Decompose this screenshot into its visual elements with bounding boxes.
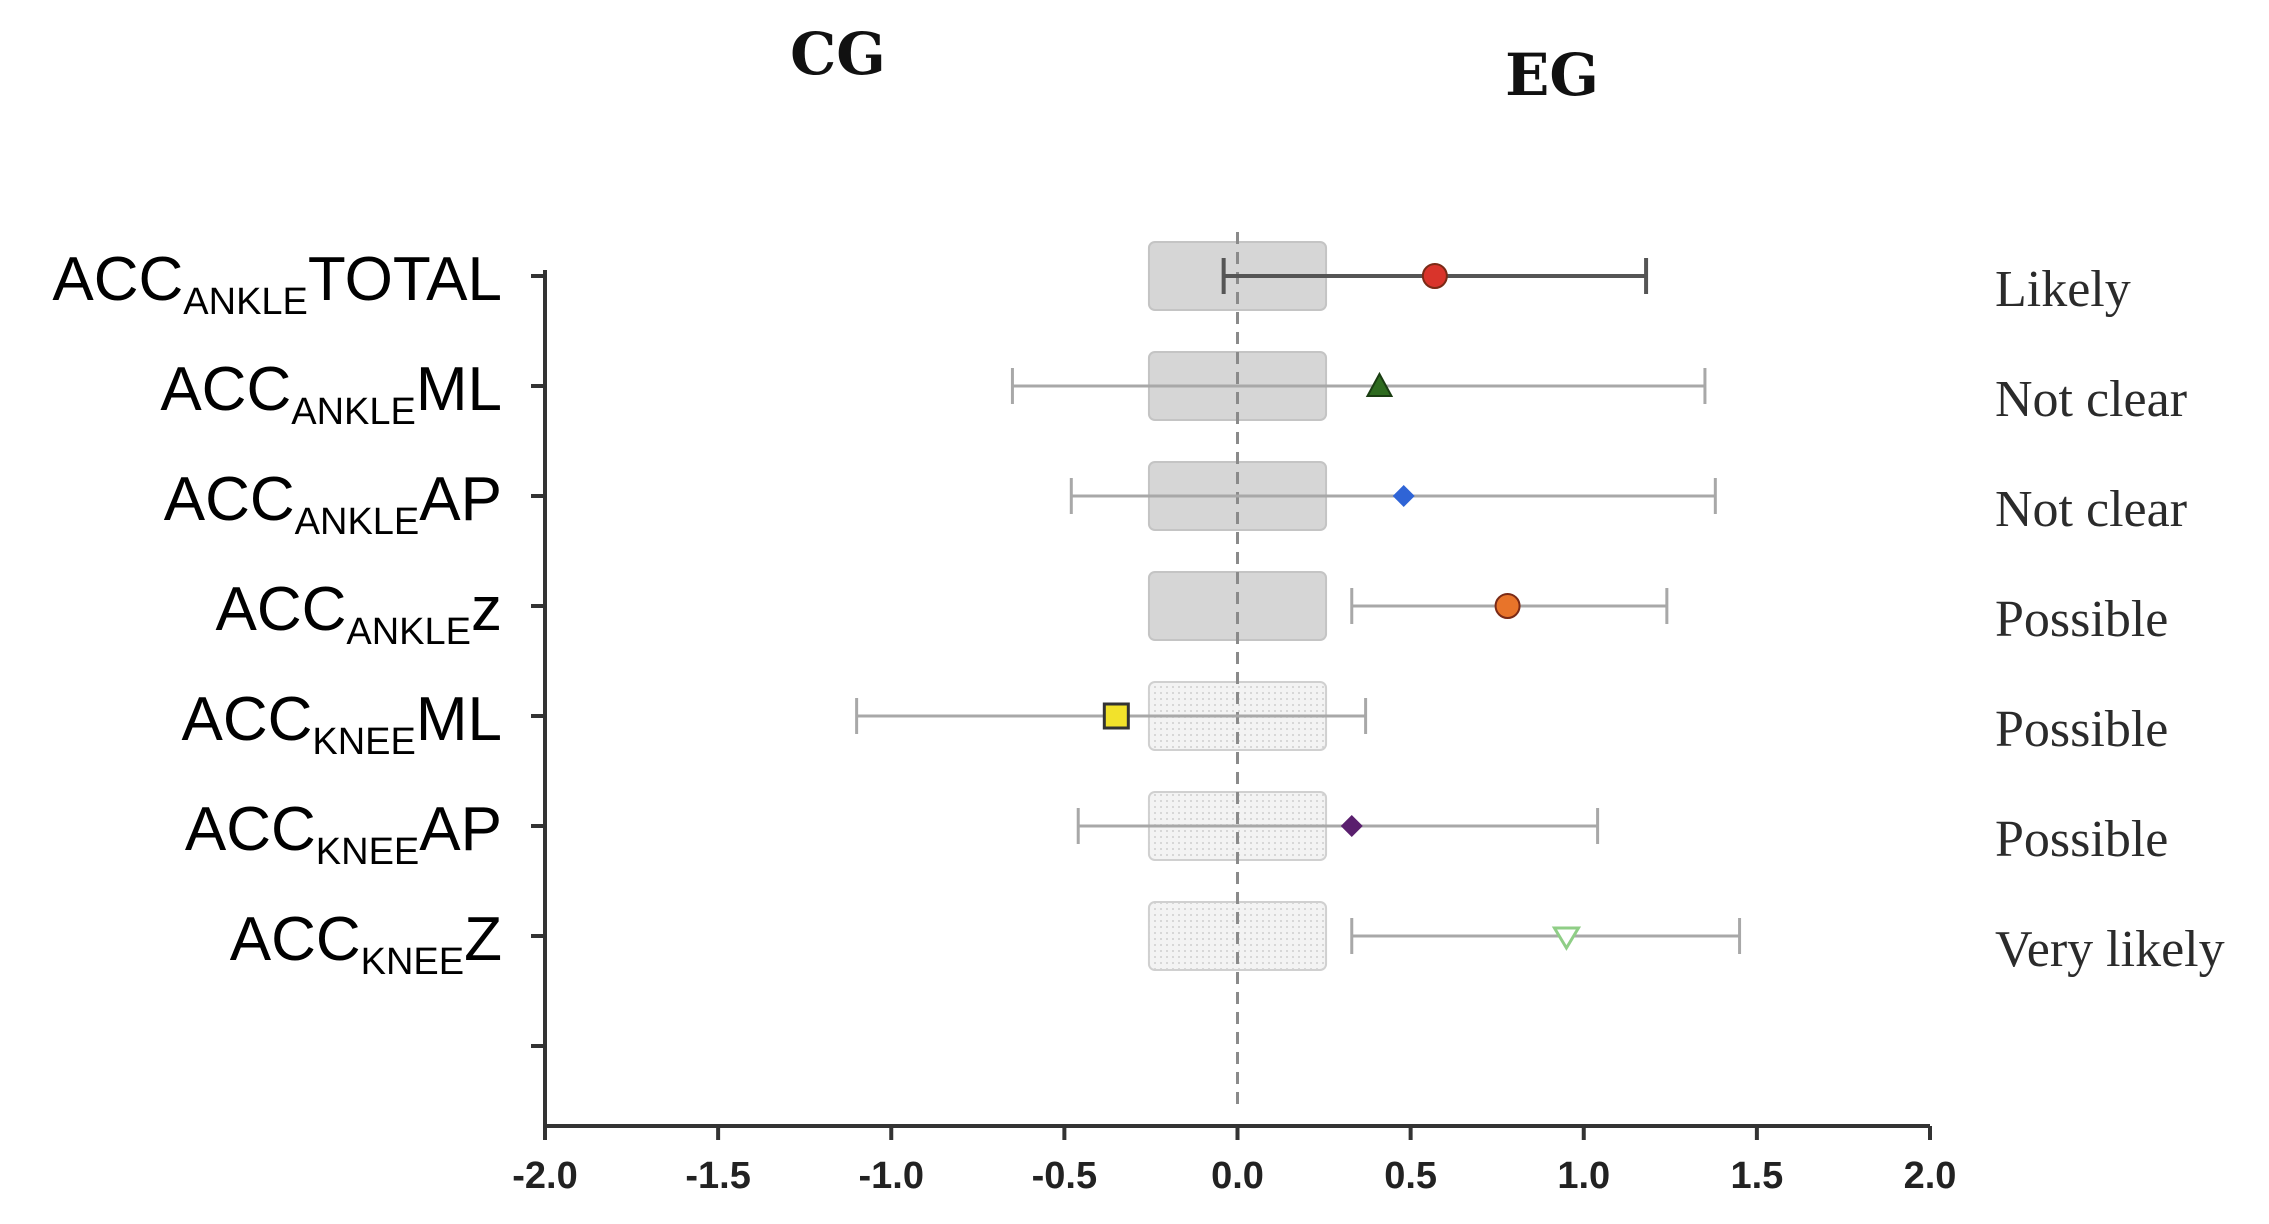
row-label-main: ACC <box>181 685 312 754</box>
estimate-marker <box>1421 263 1448 289</box>
row-label-sub: ANKLE <box>291 391 416 433</box>
row-label-tail: AP <box>419 465 502 534</box>
row: ACCKNEEAP Possible <box>185 795 2168 873</box>
x-tick-label: -1.5 <box>685 1155 750 1197</box>
outcome-label: Not clear <box>1995 371 2187 428</box>
row: ACCANKLEML Not clear <box>160 355 2187 433</box>
x-tick-label: 2.0 <box>1904 1155 1957 1197</box>
outcome-label: Very likely <box>1995 921 2225 978</box>
group-label-eg: EG <box>1505 41 1599 109</box>
row-label: ACCKNEEAP <box>185 795 502 873</box>
estimate-marker <box>1340 815 1363 837</box>
x-ticks: -2.0 -1.5 -1.0 -0.5 0.0 0.5 1.0 1.5 2.0 <box>512 1126 1956 1197</box>
x-tick-label: 0.0 <box>1211 1155 1264 1197</box>
outcome-label: Not clear <box>1995 481 2187 538</box>
row: ACCKNEEML Possible <box>181 685 2168 763</box>
row-label-main: ACC <box>215 575 346 644</box>
row-label-tail: Z <box>464 905 502 974</box>
row: ACCANKLEz Possible <box>215 575 2168 653</box>
row-label-sub: KNEE <box>316 831 419 873</box>
estimate-marker <box>1551 926 1582 951</box>
row-label-tail: ML <box>416 355 502 424</box>
outcome-label: Possible <box>1995 701 2168 758</box>
row-label-tail: AP <box>419 795 502 864</box>
row: ACCKNEEZ Very likely <box>230 905 2225 983</box>
row-label-main: ACC <box>164 465 295 534</box>
row-label: ACCANKLEAP <box>164 465 502 543</box>
row-label-main: ACC <box>230 905 361 974</box>
row: ACCANKLETOTAL Likely <box>52 245 2130 323</box>
row-label-main: ACC <box>52 245 183 314</box>
group-label-cg: CG <box>790 20 886 88</box>
x-tick-label: 0.5 <box>1384 1155 1437 1197</box>
y-ticks <box>531 274 545 1048</box>
row-label-sub: ANKLE <box>295 501 420 543</box>
row-label: ACCANKLEML <box>160 355 502 433</box>
outcome-label: Possible <box>1995 811 2168 868</box>
row-label: ACCANKLEz <box>215 575 502 653</box>
row-label: ACCKNEEZ <box>230 905 502 983</box>
row-label-tail: TOTAL <box>308 245 502 314</box>
row-label-tail: z <box>471 575 502 644</box>
x-tick-label: -1.0 <box>859 1155 924 1197</box>
estimate-marker <box>1392 485 1415 507</box>
x-tick-label: -0.5 <box>1032 1155 1097 1197</box>
row: ACCANKLEAP Not clear <box>164 465 2187 543</box>
estimate-marker <box>1494 593 1521 619</box>
outcome-label: Likely <box>1995 261 2131 318</box>
x-tick-label: 1.5 <box>1730 1155 1783 1197</box>
row-label-sub: KNEE <box>361 941 464 983</box>
outcome-label: Possible <box>1995 591 2168 648</box>
row-label-sub: KNEE <box>312 721 415 763</box>
row-label: ACCKNEEML <box>181 685 502 763</box>
x-tick-label: 1.0 <box>1557 1155 1610 1197</box>
row-label-sub: ANKLE <box>346 611 471 653</box>
row-label-main: ACC <box>160 355 291 424</box>
estimate-marker <box>1102 702 1130 730</box>
estimate-marker <box>1365 371 1394 397</box>
x-tick-label: -2.0 <box>512 1155 577 1197</box>
row-label-tail: ML <box>416 685 502 754</box>
row-label-sub: ANKLE <box>183 281 308 323</box>
row-label: ACCANKLETOTAL <box>52 245 502 323</box>
row-label-main: ACC <box>185 795 316 864</box>
